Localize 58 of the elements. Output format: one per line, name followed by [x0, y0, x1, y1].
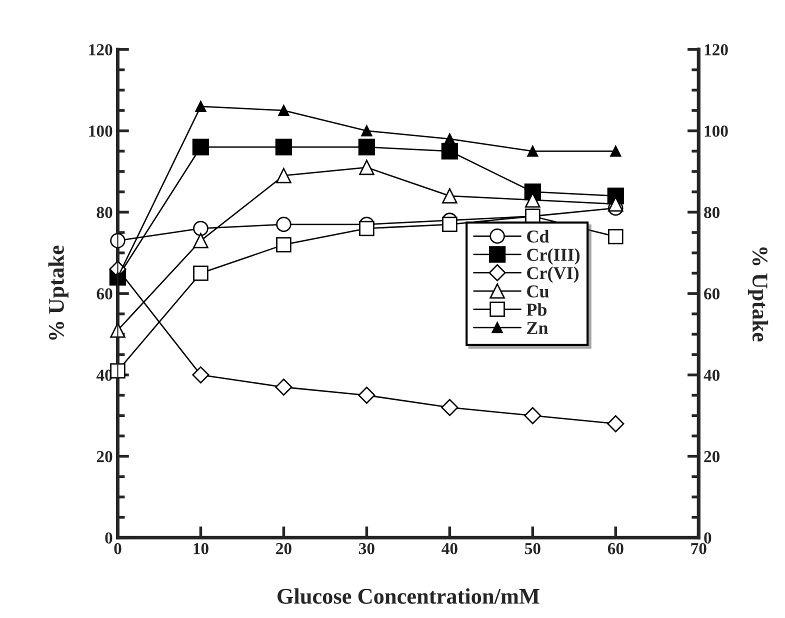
y2-tick-label: 0 [704, 532, 712, 544]
point [275, 378, 292, 396]
point [192, 138, 210, 156]
x-axis-title: Glucose Concentration/mM [278, 588, 540, 604]
legend-label: Cr(III) [527, 248, 580, 265]
point [358, 138, 376, 156]
x-tick-label: 70 [691, 543, 706, 554]
y-tick-label: 100 [89, 126, 112, 137]
legend-label: Cu [527, 285, 549, 298]
point [193, 233, 208, 248]
y2-tick-label: 60 [704, 288, 720, 300]
point [527, 146, 538, 157]
y-axis-title: % Uptake [48, 246, 68, 340]
point [276, 168, 292, 184]
x-tick-label: 0 [114, 543, 122, 554]
legend-label: Zn [527, 322, 548, 334]
legend-label: Cr(VI) [527, 266, 579, 283]
x-tick-label: 10 [194, 543, 208, 554]
point [359, 160, 374, 176]
y2-tick-label: 80 [704, 206, 720, 218]
point [442, 188, 458, 204]
point [276, 216, 292, 232]
point [110, 363, 126, 378]
point [610, 146, 622, 157]
point [607, 415, 624, 432]
point [275, 138, 292, 156]
point [358, 386, 376, 404]
y2-tick-label: 100 [704, 126, 728, 137]
point [276, 237, 292, 252]
point [359, 220, 374, 236]
legend-label: Cd [527, 230, 550, 243]
point [361, 125, 372, 136]
x-tick-label: 50 [525, 543, 540, 554]
y-tick-label: 60 [96, 288, 112, 300]
point [441, 142, 458, 160]
point [192, 366, 210, 384]
point [442, 216, 458, 232]
y2-tick-label: 40 [704, 370, 720, 381]
x-tick-label: 20 [276, 543, 292, 554]
point [524, 407, 542, 424]
point [278, 104, 290, 116]
point [195, 100, 206, 112]
point [110, 322, 126, 338]
y-tick-label: 120 [89, 44, 112, 56]
point [193, 220, 208, 236]
point [441, 398, 458, 416]
legend-label: Pb [526, 303, 547, 316]
y-tick-label: 20 [96, 450, 112, 462]
y2-tick-label: 20 [704, 450, 720, 462]
y-tick-label: 80 [96, 206, 112, 218]
point [193, 266, 208, 281]
y2-tick-label: 120 [704, 44, 728, 56]
x-tick-label: 40 [442, 543, 458, 554]
x-tick-label: 60 [608, 543, 624, 554]
x-tick-label: 30 [359, 543, 374, 554]
y-tick-label: 0 [105, 532, 112, 544]
y2-axis-title: % Uptake [748, 247, 768, 342]
point [608, 228, 624, 244]
